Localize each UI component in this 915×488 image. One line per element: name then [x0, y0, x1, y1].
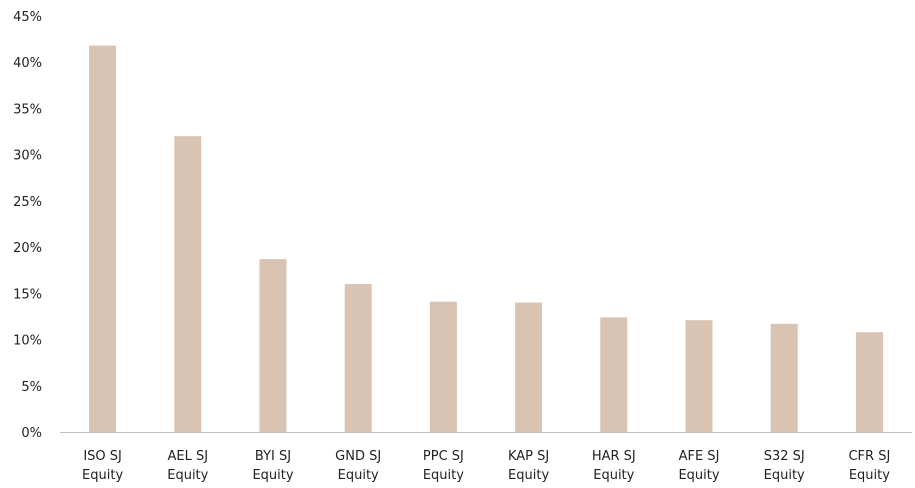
- x-category-label-line: BYI SJ: [255, 449, 291, 464]
- bar: [259, 259, 287, 432]
- y-tick-label: 15%: [13, 287, 42, 302]
- x-category-label-line: Equity: [508, 468, 549, 483]
- x-category-label: HAR SJ Equity: [592, 449, 636, 483]
- x-category-label: GND SJ Equity: [335, 449, 381, 483]
- x-category-label-line: Equity: [849, 468, 890, 483]
- x-category-label-line: PPC SJ: [423, 449, 464, 464]
- y-tick-label: 35%: [13, 102, 42, 117]
- x-category-label-line: CFR SJ: [848, 449, 890, 464]
- bar: [770, 323, 798, 432]
- bars: [89, 45, 883, 433]
- x-category-label-line: Equity: [252, 468, 293, 483]
- x-category-label-line: Equity: [764, 468, 805, 483]
- x-category-label-line: Equity: [167, 468, 208, 483]
- x-category-label-line: S32 SJ: [764, 449, 805, 464]
- bar: [174, 136, 202, 432]
- bar: [515, 302, 543, 432]
- y-tick-label: 45%: [13, 10, 42, 25]
- y-tick-label: 10%: [13, 334, 42, 349]
- x-category-label-line: KAP SJ: [508, 449, 549, 464]
- bar: [89, 45, 117, 433]
- y-tick-label: 5%: [21, 380, 42, 395]
- x-category-label: BYI SJ Equity: [252, 449, 293, 483]
- x-category-label-line: Equity: [678, 468, 719, 483]
- x-category-label: AFE SJ Equity: [678, 449, 719, 483]
- x-category-label: S32 SJ Equity: [764, 449, 805, 483]
- x-category-label: CFR SJ Equity: [848, 449, 890, 483]
- bar: [685, 320, 713, 432]
- y-tick-label: 0%: [21, 426, 42, 441]
- y-tick-label: 20%: [13, 241, 42, 256]
- x-category-label-line: AFE SJ: [679, 449, 720, 464]
- x-category-label: KAP SJ Equity: [508, 449, 549, 483]
- x-category-label: PPC SJ Equity: [423, 449, 464, 483]
- x-category-label-line: AEL SJ: [168, 449, 209, 464]
- bar: [344, 284, 372, 432]
- x-category-label-line: GND SJ: [335, 449, 381, 464]
- y-axis-ticks: 0% 5% 10% 15% 20% 25% 30% 35% 40% 45%: [13, 10, 42, 441]
- x-category-label-line: ISO SJ: [83, 449, 122, 464]
- y-tick-label: 40%: [13, 56, 42, 71]
- x-category-label-line: Equity: [82, 468, 123, 483]
- bar: [429, 301, 457, 432]
- x-category-label-line: Equity: [593, 468, 634, 483]
- x-category-label-line: Equity: [423, 468, 464, 483]
- bar: [600, 317, 628, 432]
- bar: [855, 332, 883, 432]
- y-tick-label: 30%: [13, 149, 42, 164]
- y-tick-label: 25%: [13, 195, 42, 210]
- x-category-label-line: Equity: [338, 468, 379, 483]
- x-category-label: ISO SJ Equity: [82, 449, 123, 483]
- x-category-label-line: HAR SJ: [592, 449, 636, 464]
- x-category-label: AEL SJ Equity: [167, 449, 208, 483]
